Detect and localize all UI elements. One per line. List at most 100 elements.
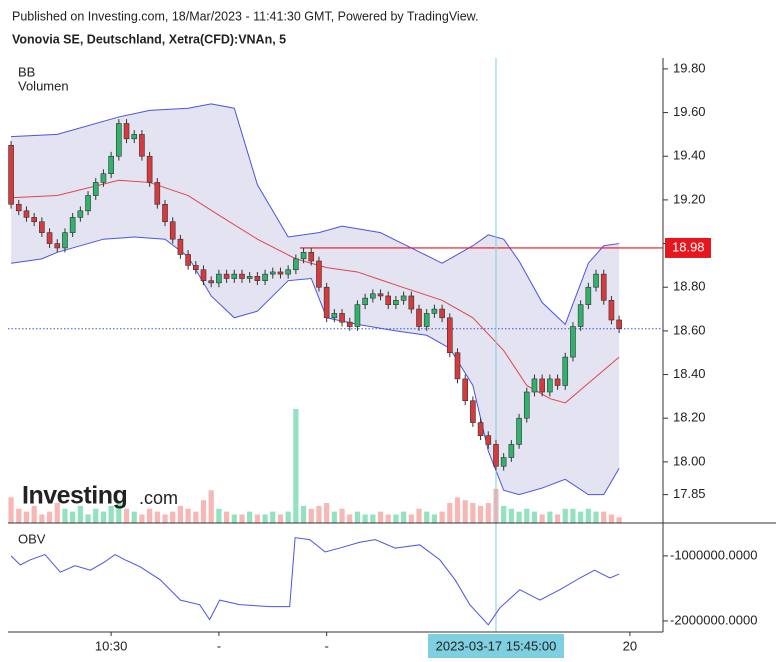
volume-bar [485, 503, 491, 523]
candle-body [554, 378, 561, 386]
volume-bar [447, 503, 453, 523]
candle-body [231, 273, 238, 279]
candle-body [169, 221, 176, 240]
candle-body [15, 203, 22, 212]
volume-bar [308, 508, 314, 523]
candle-body [523, 391, 530, 419]
volume-bar [293, 409, 299, 523]
volume-bar [139, 514, 145, 523]
volume-bar [77, 505, 83, 523]
candle-body [200, 269, 207, 281]
published-line: Published on Investing.com, 18/Mar/2023 … [12, 9, 478, 23]
candle-body [131, 134, 138, 140]
obv-tick-label: -1000000.0000 [670, 547, 757, 562]
volume-bar [416, 508, 422, 523]
candle-body [162, 203, 168, 223]
volume-bar [231, 514, 237, 523]
candle-body [316, 260, 322, 288]
band-line [11, 103, 620, 326]
volume-bar [62, 508, 68, 523]
candle-body [254, 276, 261, 281]
candle-body [223, 273, 230, 279]
y-tick-label: 18.20 [673, 410, 706, 425]
volume-bar [239, 514, 245, 523]
candle-body [293, 258, 299, 271]
volume-bar [223, 511, 230, 523]
y-tick-label: 18.00 [673, 453, 706, 468]
candle-body [593, 273, 599, 288]
volume-bar [108, 505, 114, 523]
y-tick-label: 19.40 [673, 148, 706, 163]
volume-bar [247, 511, 253, 523]
candle-body [46, 232, 53, 244]
volume-bar [31, 505, 37, 523]
candle-body [531, 378, 538, 393]
candle-body [423, 313, 430, 327]
volume-bar [385, 514, 391, 523]
volume-bar [508, 508, 514, 523]
y-tick-label: 19.80 [673, 60, 706, 75]
logo-main: Investing [22, 482, 127, 510]
candle-body [269, 271, 276, 275]
volume-bar [339, 508, 345, 523]
crosshair-label-box [427, 634, 564, 658]
candle-body [608, 300, 615, 321]
candle-body [439, 308, 445, 319]
candle-body [262, 273, 268, 281]
candle-body [431, 308, 438, 314]
volume-label: Volumen [18, 78, 69, 93]
candle-body [493, 444, 499, 467]
volume-bar [585, 508, 591, 523]
level-label: 18.98 [672, 239, 705, 254]
candle-body [54, 243, 61, 249]
y-tick-label: 18.60 [673, 322, 706, 337]
volume-bar [177, 505, 184, 523]
crosshair-label: 2023-03-17 15:45:00 [436, 638, 557, 653]
candle-body [216, 273, 222, 284]
candle-body [577, 304, 584, 327]
volume-bar [408, 514, 414, 523]
candle-body [385, 295, 392, 305]
volume-bar [616, 517, 622, 523]
x-tick-label: 10:30 [95, 638, 128, 653]
volume-bar [100, 511, 107, 523]
candle-body [77, 210, 84, 218]
candle-body [308, 251, 315, 262]
volume-bar [154, 511, 160, 523]
candle-body [239, 273, 245, 279]
band-fill [11, 103, 620, 495]
volume-bar [285, 511, 291, 523]
candle-body [346, 321, 353, 327]
candle-body [39, 221, 45, 233]
candle-body [377, 293, 384, 297]
volume-bar [254, 514, 260, 523]
x-tick-label: - [324, 638, 328, 653]
volume-bar [300, 505, 307, 523]
symbol-title: Vonovia SE, Deutschland, Xetra(CFD):VNAn… [12, 32, 286, 46]
candle-body [477, 422, 484, 436]
volume-bar [516, 511, 522, 523]
candle-body [92, 182, 99, 196]
candle-body [8, 145, 14, 205]
obv-line [10, 537, 620, 626]
volume-bar [208, 490, 214, 523]
volume-bar [46, 511, 53, 523]
y-tick-label: 17.85 [673, 486, 706, 501]
candle-body [339, 313, 345, 323]
volume-bar [54, 503, 60, 523]
candle-body [585, 286, 592, 305]
candle-body [185, 254, 191, 266]
candle-body [616, 319, 622, 330]
candle-body [416, 308, 422, 327]
volume-bar [377, 511, 384, 523]
candle-body [285, 269, 291, 275]
candle-body [23, 210, 30, 218]
volume-bar [570, 508, 576, 523]
candle-body [139, 134, 145, 157]
y-tick-label: 19.60 [673, 104, 706, 119]
candle-body [246, 276, 253, 279]
volume-bar [147, 508, 153, 523]
candle-body [31, 217, 37, 223]
volume-bar [439, 511, 445, 523]
volume-bar [70, 511, 76, 523]
